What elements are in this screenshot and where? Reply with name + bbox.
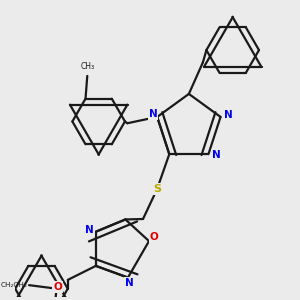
Text: S: S [153, 184, 161, 194]
Text: N: N [125, 278, 134, 288]
Text: O: O [53, 282, 62, 292]
Text: N: N [224, 110, 233, 120]
Text: CH₂CH₃: CH₂CH₃ [1, 282, 27, 288]
Text: N: N [148, 109, 158, 119]
Text: CH₃: CH₃ [80, 62, 94, 71]
Text: O: O [150, 232, 159, 242]
Text: N: N [85, 225, 94, 235]
Text: N: N [212, 150, 220, 160]
